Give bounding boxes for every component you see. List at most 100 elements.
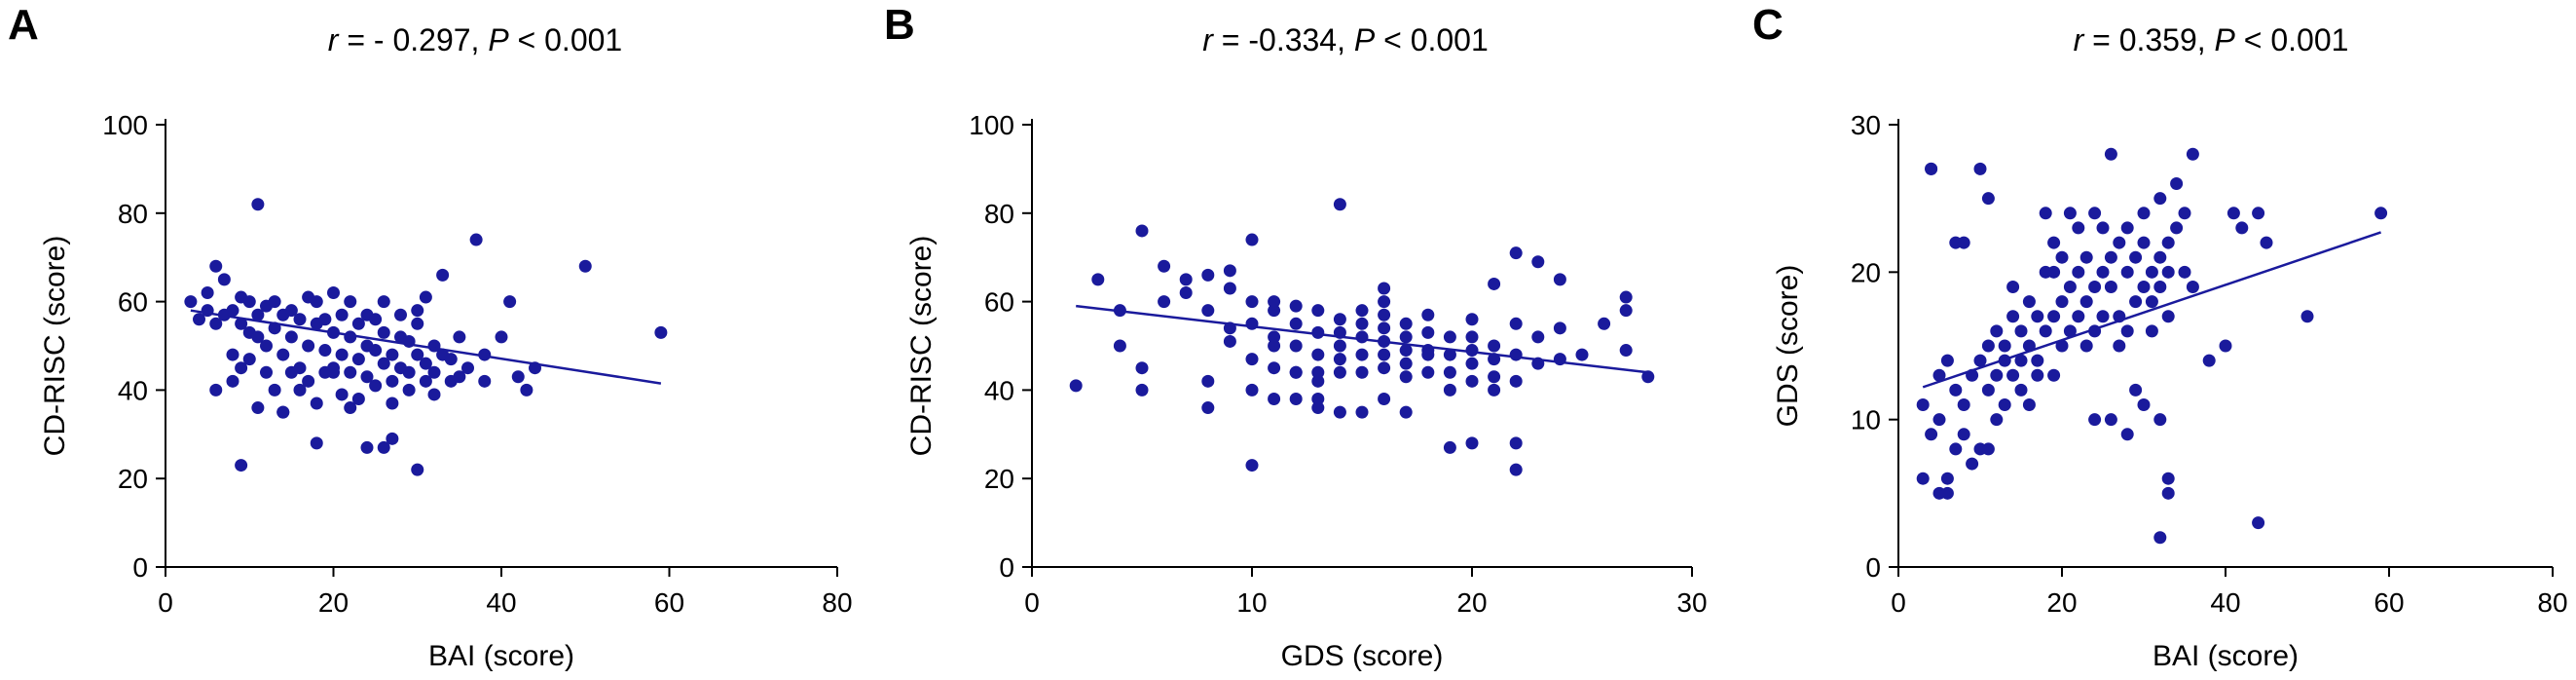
- scatter-point: [411, 463, 424, 476]
- scatter-point: [184, 295, 198, 309]
- scatter-point: [2079, 339, 2093, 353]
- scatter-point: [411, 304, 424, 318]
- scatter-point: [2137, 207, 2151, 220]
- scatter-point: [2252, 516, 2265, 530]
- scatter-point: [344, 295, 357, 309]
- x-tick-label: 0: [1891, 587, 1906, 618]
- scatter-point: [411, 348, 424, 361]
- scatter-points: [1916, 147, 2388, 545]
- scatter-point: [1158, 295, 1171, 309]
- scatter-point: [1179, 286, 1193, 300]
- scatter-point: [478, 348, 492, 361]
- scatter-point: [1378, 321, 1391, 335]
- regression-line: [1922, 231, 2382, 389]
- scatter-point: [1399, 357, 1413, 370]
- scatter-point: [1509, 317, 1523, 330]
- scatter-point: [402, 383, 416, 397]
- scatter-point: [2161, 486, 2175, 500]
- scatter-point: [1940, 354, 1954, 367]
- scatter-point: [469, 233, 483, 246]
- scatter-point: [1135, 224, 1149, 238]
- scatter-point: [1289, 299, 1303, 313]
- scatter-point: [2129, 250, 2143, 264]
- scatter-point: [2145, 295, 2158, 309]
- scatter-point: [2079, 250, 2093, 264]
- scatter-point: [427, 388, 441, 401]
- stat-title-p-label: P: [1354, 22, 1376, 57]
- scatter-point: [242, 353, 256, 366]
- x-tick-label: 80: [2537, 587, 2567, 618]
- scatter-point: [1421, 308, 1435, 321]
- scatter-point: [1378, 282, 1391, 295]
- stat-title-p-label: P: [488, 22, 509, 57]
- y-tick-label: 100: [102, 110, 148, 140]
- scatter-point: [318, 313, 332, 326]
- scatter-point: [284, 330, 298, 344]
- scatter-point: [2096, 265, 2110, 279]
- scatter-point: [2014, 324, 2028, 338]
- scatter-point: [1916, 472, 1930, 485]
- scatter-point: [1940, 472, 1954, 485]
- x-tick-label: 0: [158, 587, 173, 618]
- scatter-point: [327, 286, 340, 300]
- scatter-point: [1990, 368, 2004, 382]
- scatter-point: [2226, 207, 2240, 220]
- scatter-point: [654, 325, 668, 339]
- scatter-point: [251, 308, 265, 321]
- scatter-point: [1925, 428, 1938, 441]
- scatter-point: [1619, 304, 1633, 318]
- scatter-point: [1245, 295, 1259, 309]
- scatter-point: [1949, 383, 1963, 397]
- scatter-point: [1201, 401, 1215, 415]
- scatter-point: [201, 286, 214, 300]
- scatter-point: [2079, 295, 2093, 309]
- scatter-point: [310, 295, 323, 309]
- x-axis-title: BAI (score): [428, 640, 574, 672]
- scatter-point: [2120, 324, 2134, 338]
- y-axis-title: CD-RISC (score): [905, 236, 938, 457]
- scatter-point: [2047, 265, 2061, 279]
- scatter-point: [419, 374, 432, 388]
- scatter-point: [377, 440, 390, 454]
- scatter-point: [2178, 265, 2191, 279]
- scatter-point: [1333, 353, 1346, 366]
- scatter-point: [2153, 250, 2167, 264]
- scatter-point: [1311, 325, 1325, 339]
- scatter-point: [310, 397, 323, 410]
- x-tick-label: 20: [1456, 587, 1487, 618]
- scatter-point: [1488, 383, 1501, 397]
- scatter-point: [1245, 353, 1259, 366]
- stat-title: r = - 0.297, P < 0.001: [328, 22, 622, 57]
- stat-title: r = -0.334, P < 0.001: [1202, 22, 1489, 57]
- scatter-point: [377, 325, 390, 339]
- scatter-point: [1399, 317, 1413, 330]
- scatter-point: [1201, 304, 1215, 318]
- scatter-point: [1201, 374, 1215, 388]
- scatter-point: [226, 304, 239, 318]
- scatter-point: [1355, 304, 1369, 318]
- scatter-point: [2153, 280, 2167, 293]
- y-tick-label: 0: [999, 552, 1014, 583]
- scatter-point: [1553, 273, 1566, 286]
- scatter-point: [293, 361, 307, 375]
- scatter-point: [2104, 280, 2117, 293]
- scatter-point: [411, 317, 424, 330]
- scatter-point: [1443, 440, 1456, 454]
- scatter-point: [1135, 361, 1149, 375]
- scatter-point: [2153, 531, 2167, 545]
- scatter-point: [251, 401, 265, 415]
- scatter-point: [1158, 259, 1171, 273]
- stat-title-p-value: < 0.001: [1375, 22, 1489, 57]
- scatter-point: [520, 383, 534, 397]
- scatter-point: [369, 379, 383, 393]
- scatter-point: [260, 365, 273, 379]
- scatter-point: [2137, 280, 2151, 293]
- scatter-point: [242, 295, 256, 309]
- scatter-point: [1421, 325, 1435, 339]
- scatter-point: [1378, 348, 1391, 361]
- scatter-point: [2202, 354, 2216, 367]
- stat-title-r-label: r: [2074, 22, 2085, 57]
- scatter-point: [453, 330, 466, 344]
